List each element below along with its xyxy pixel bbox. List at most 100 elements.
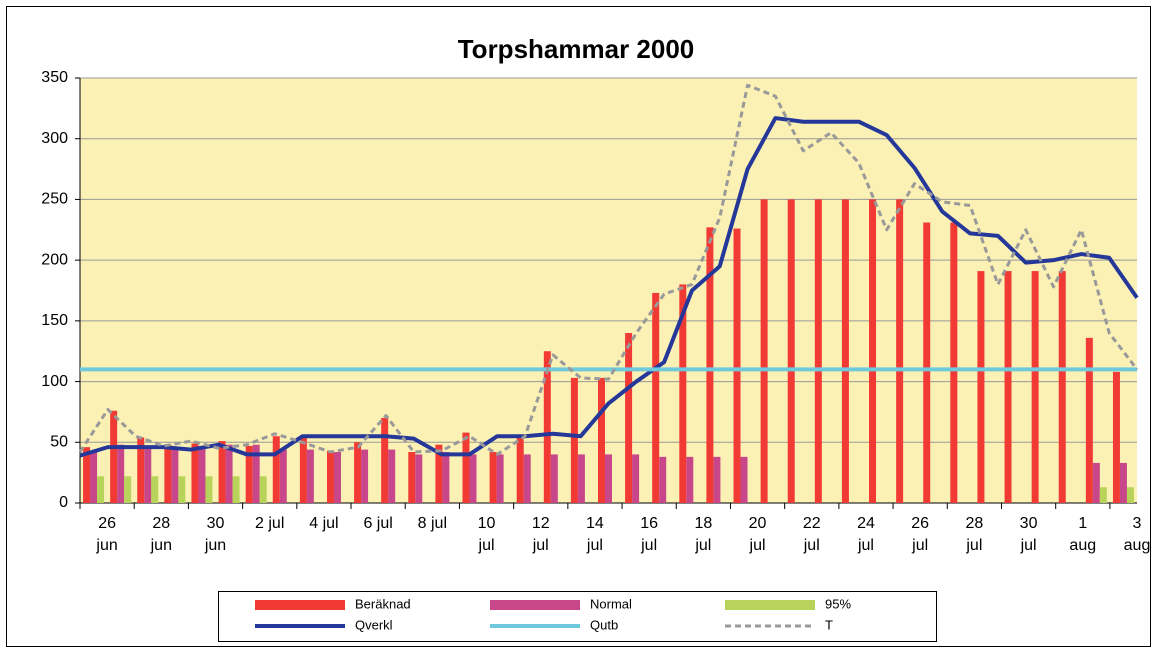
bar bbox=[489, 452, 497, 503]
line bbox=[79, 116, 1139, 458]
bar bbox=[252, 444, 260, 503]
y-tick-label: 350 bbox=[41, 69, 68, 86]
bar bbox=[333, 452, 341, 503]
bar bbox=[977, 271, 985, 503]
bar bbox=[306, 449, 314, 503]
bar bbox=[598, 377, 605, 503]
x-tick-label: 26 jul bbox=[911, 515, 930, 554]
bar bbox=[83, 447, 91, 503]
x-tick-label: 1 aug bbox=[1069, 515, 1097, 554]
x-tick-label: 10 jul bbox=[477, 515, 496, 554]
x-tick-label: 6 jul bbox=[363, 515, 393, 532]
bar bbox=[1085, 337, 1093, 503]
legend-swatch bbox=[725, 600, 815, 610]
bar bbox=[171, 448, 179, 503]
bar bbox=[1112, 371, 1120, 503]
bar bbox=[469, 454, 477, 503]
bar bbox=[1031, 271, 1039, 503]
bar bbox=[1004, 271, 1012, 503]
bar bbox=[787, 199, 795, 503]
x-tick-label: 22 jul bbox=[802, 515, 821, 554]
bar bbox=[279, 449, 287, 503]
bar bbox=[381, 418, 389, 503]
bar bbox=[110, 410, 118, 503]
bar bbox=[1092, 462, 1100, 503]
bar bbox=[272, 436, 280, 503]
bar bbox=[706, 227, 714, 503]
x-tick-label: 20 jul bbox=[748, 515, 767, 554]
bar bbox=[137, 437, 145, 503]
legend-swatch bbox=[255, 600, 345, 610]
bar bbox=[733, 228, 741, 504]
x-tick-label: 28 jul bbox=[965, 515, 984, 554]
bar bbox=[415, 454, 423, 503]
x-tick-label: 30 jul bbox=[1019, 515, 1038, 554]
bar bbox=[605, 454, 612, 503]
x-tick-label: 24 jul bbox=[857, 515, 875, 554]
bar bbox=[462, 432, 470, 503]
bar bbox=[205, 476, 213, 503]
bar bbox=[117, 444, 125, 503]
bar bbox=[950, 222, 958, 503]
bar bbox=[632, 454, 640, 503]
bar bbox=[686, 456, 694, 503]
bar bbox=[679, 284, 687, 503]
bar bbox=[923, 222, 931, 503]
bar bbox=[577, 454, 585, 503]
bar bbox=[543, 351, 551, 503]
legend-swatch bbox=[490, 600, 580, 610]
bar bbox=[232, 476, 240, 503]
bar bbox=[496, 454, 504, 503]
x-tick-label: 3 aug bbox=[1123, 515, 1151, 554]
y-tick-label: 250 bbox=[41, 191, 68, 208]
bar bbox=[896, 199, 904, 503]
bar bbox=[144, 448, 152, 503]
x-tick-label: 12 jul bbox=[531, 515, 550, 554]
legend-label: Qverkl bbox=[355, 617, 393, 632]
bar bbox=[1126, 487, 1134, 503]
y-tick-label: 150 bbox=[41, 312, 68, 329]
y-tick-label: 100 bbox=[41, 373, 68, 390]
y-tick-label: 0 bbox=[59, 494, 68, 511]
bar bbox=[570, 377, 578, 503]
bar bbox=[760, 199, 768, 503]
bar bbox=[435, 444, 443, 503]
legend-label: Normal bbox=[590, 596, 632, 611]
bar bbox=[814, 199, 822, 503]
x-tick-label: 16 jul bbox=[640, 515, 659, 554]
bar bbox=[1119, 462, 1127, 503]
dashed-line bbox=[78, 83, 1139, 456]
bar bbox=[218, 441, 226, 503]
x-tick-label: 2 jul bbox=[255, 515, 285, 532]
legend bbox=[218, 591, 937, 642]
bar bbox=[198, 445, 206, 503]
bar bbox=[516, 436, 524, 503]
bar bbox=[90, 452, 98, 503]
bar bbox=[164, 444, 172, 503]
bar bbox=[259, 476, 267, 503]
bar bbox=[299, 436, 307, 503]
legend-label: 95% bbox=[825, 596, 851, 611]
legend-label: T bbox=[825, 617, 833, 632]
bar bbox=[442, 452, 450, 503]
bar bbox=[1099, 487, 1107, 503]
legend-label: Beräknad bbox=[355, 596, 411, 611]
x-tick-label: 8 jul bbox=[417, 515, 447, 532]
y-tick-label: 50 bbox=[50, 434, 68, 451]
bar bbox=[659, 456, 667, 503]
plot-area bbox=[80, 78, 1137, 503]
bar bbox=[869, 199, 877, 503]
bar bbox=[326, 450, 334, 503]
y-tick-label: 200 bbox=[41, 251, 68, 268]
bar bbox=[354, 442, 362, 503]
bar bbox=[550, 454, 558, 503]
bar bbox=[713, 456, 721, 503]
bar bbox=[1058, 271, 1066, 503]
bar bbox=[625, 333, 633, 503]
x-tick-label: 28 jun bbox=[150, 515, 172, 554]
bar bbox=[740, 456, 748, 503]
legend-label: Qutb bbox=[590, 617, 618, 632]
bar bbox=[388, 449, 396, 503]
